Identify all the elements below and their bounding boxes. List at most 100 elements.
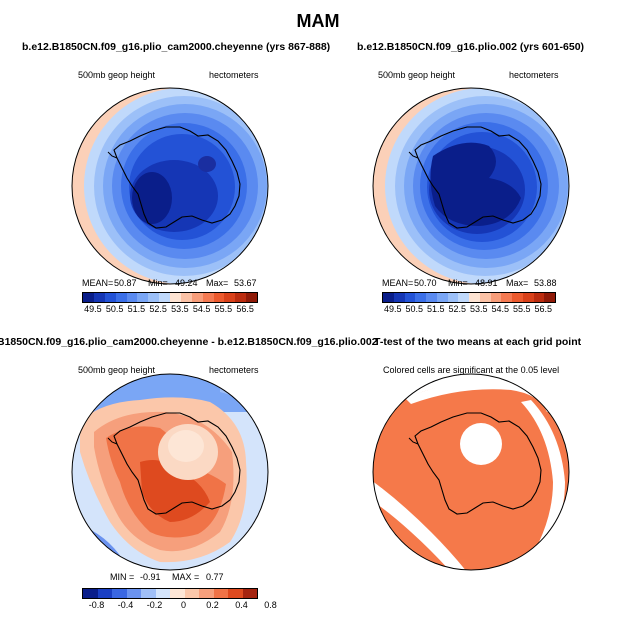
panel2-colorbar-box <box>393 293 405 302</box>
panel4-significance-map <box>372 373 570 571</box>
panel3-colorbar-tick-label: -0.8 <box>88 600 105 610</box>
panel2-colorbar-tick-label: 55.5 <box>512 304 531 314</box>
panel2-polar-map <box>372 87 570 285</box>
panel1-colorbar-tick-label: 50.5 <box>105 304 124 314</box>
panel2-colorbar-box <box>544 293 555 302</box>
panel3-colorbar-tick-label: -0.4 <box>117 600 134 610</box>
panel3-colorbar-box <box>242 589 257 598</box>
panel3-colorbar-box <box>228 589 243 598</box>
panel3-colorbar-tick-label: -0.2 <box>146 600 163 610</box>
panel3-max-value: 0.77 <box>206 572 224 582</box>
panel1-colorbar-tick-label: 55.5 <box>214 304 233 314</box>
panel2-mean-value: 50.70 <box>414 278 437 288</box>
panel2-mean-label: MEAN= <box>382 278 414 288</box>
panel2-colorbar-box <box>479 293 491 302</box>
panel1-max-value: 53.67 <box>234 278 257 288</box>
panel3-title: B1850CN.f09_g16.plio_cam2000.cheyenne - … <box>0 336 378 348</box>
panel3-colorbar-box <box>199 589 214 598</box>
panel2-colorbar-box <box>458 293 469 302</box>
panel2-colorbar-tick-label: 52.5 <box>448 304 467 314</box>
panel2-units-label: hectometers <box>509 70 559 80</box>
panel1-colorbar-box <box>235 293 247 302</box>
panel2-colorbar-box <box>490 293 502 302</box>
panel3-colorbar-tick-label: 0 <box>180 600 186 610</box>
panel2-colorbar-tick-label: 54.5 <box>491 304 510 314</box>
panel1-colorbar-box <box>213 293 225 302</box>
panel3-colorbar-tick-label: 0.8 <box>264 600 277 610</box>
panel2-colorbar-tick-label: 53.5 <box>469 304 488 314</box>
panel3-colorbar-box <box>184 589 199 598</box>
panel3-colorbar-box <box>141 589 156 598</box>
panel1-variable-label: 500mb geop height <box>78 70 156 80</box>
panel1-colorbar-box <box>148 293 160 302</box>
panel2-colorbar-box <box>522 293 534 302</box>
panel1-colorbar-box <box>126 293 138 302</box>
panel3-colorbar-box <box>155 589 170 598</box>
panel3-colorbar-box <box>97 589 112 598</box>
panel1-colorbar-box <box>224 293 236 302</box>
panel2-colorbar-box <box>383 293 394 302</box>
panel2-colorbar-box <box>426 293 437 302</box>
panel2-colorbar-box <box>469 293 480 302</box>
panel1-colorbar-box <box>246 293 257 302</box>
panel1-colorbar-box <box>137 293 149 302</box>
panel1-polar-map <box>71 87 269 285</box>
panel3-min-label: MIN = <box>110 572 135 582</box>
panel1-colorbar-tick-label: 51.5 <box>127 304 146 314</box>
panel1-colorbar-box <box>180 293 192 302</box>
panel3-colorbar <box>82 588 258 599</box>
panel2-colorbar-box <box>512 293 523 302</box>
figure-title: MAM <box>296 11 340 31</box>
panel3-units-label: hectometers <box>209 365 259 375</box>
panel1-min-value: 49.24 <box>175 278 198 288</box>
panel1-colorbar-box <box>104 293 116 302</box>
panel2-colorbar-box <box>501 293 512 302</box>
panel1-colorbar-box <box>83 293 94 302</box>
panel2-colorbar-box <box>447 293 459 302</box>
panel2-colorbar-box <box>415 293 426 302</box>
panel2-colorbar <box>382 292 556 303</box>
panel1-colorbar-tick-label: 52.5 <box>149 304 167 314</box>
panel2-min-label: Min= <box>448 278 468 288</box>
panel1-colorbar-tick-label: 49.5 <box>84 304 102 314</box>
panel3-variable-label: 500mb geop height <box>78 365 156 375</box>
panel1-mean-value: 50.87 <box>114 278 137 288</box>
panel2-max-value: 53.88 <box>534 278 557 288</box>
panel1-colorbar-tick-label: 56.5 <box>236 304 254 314</box>
panel3-max-label: MAX = <box>172 572 200 582</box>
panel1-colorbar-box <box>191 293 203 302</box>
panel3-polar-map <box>71 373 269 571</box>
panel2-variable-label: 500mb geop height <box>378 70 456 80</box>
panel3-colorbar-tick-label: 0.2 <box>206 600 219 610</box>
panel4-title: T-test of the two means at each grid poi… <box>374 336 582 348</box>
panel2-min-value: 48.91 <box>475 278 498 288</box>
panel1-colorbar-tick-label: 54.5 <box>192 304 211 314</box>
panel1-colorbar <box>82 292 258 303</box>
panel2-colorbar-box <box>533 293 545 302</box>
panel1-colorbar-box <box>170 293 181 302</box>
panel2-colorbar-tick-label: 51.5 <box>426 304 445 314</box>
panel1-colorbar-box <box>159 293 170 302</box>
panel2-colorbar-tick-label: 49.5 <box>383 304 402 314</box>
panel3-colorbar-box <box>112 589 127 598</box>
panel1-units-label: hectometers <box>209 70 259 80</box>
panel1-min-label: Min= <box>148 278 168 288</box>
panel1-colorbar-tick-label: 53.5 <box>171 304 189 314</box>
panel3-min-value: -0.91 <box>140 572 161 582</box>
panel2-colorbar-box <box>404 293 416 302</box>
panel2-colorbar-tick-label: 56.5 <box>534 304 553 314</box>
panel3-colorbar-box <box>213 589 228 598</box>
panel3-colorbar-box <box>170 589 185 598</box>
panel3-colorbar-tick-label: 0.4 <box>235 600 248 610</box>
panel1-mean-label: MEAN= <box>82 278 114 288</box>
panel4-caption: Colored cells are significant at the 0.0… <box>383 365 560 375</box>
panel1-colorbar-box <box>202 293 214 302</box>
panel2-max-label: Max= <box>506 278 529 288</box>
panel3-colorbar-box <box>83 589 98 598</box>
panel1-colorbar-box <box>93 293 105 302</box>
panel1-title: b.e12.B1850CN.f09_g16.plio_cam2000.cheye… <box>22 41 331 53</box>
panel1-colorbar-box <box>115 293 127 302</box>
panel2-colorbar-tick-label: 50.5 <box>405 304 424 314</box>
panel3-colorbar-box <box>126 589 141 598</box>
panel2-title: b.e12.B1850CN.f09_g16.plio.002 (yrs 601-… <box>357 41 585 53</box>
